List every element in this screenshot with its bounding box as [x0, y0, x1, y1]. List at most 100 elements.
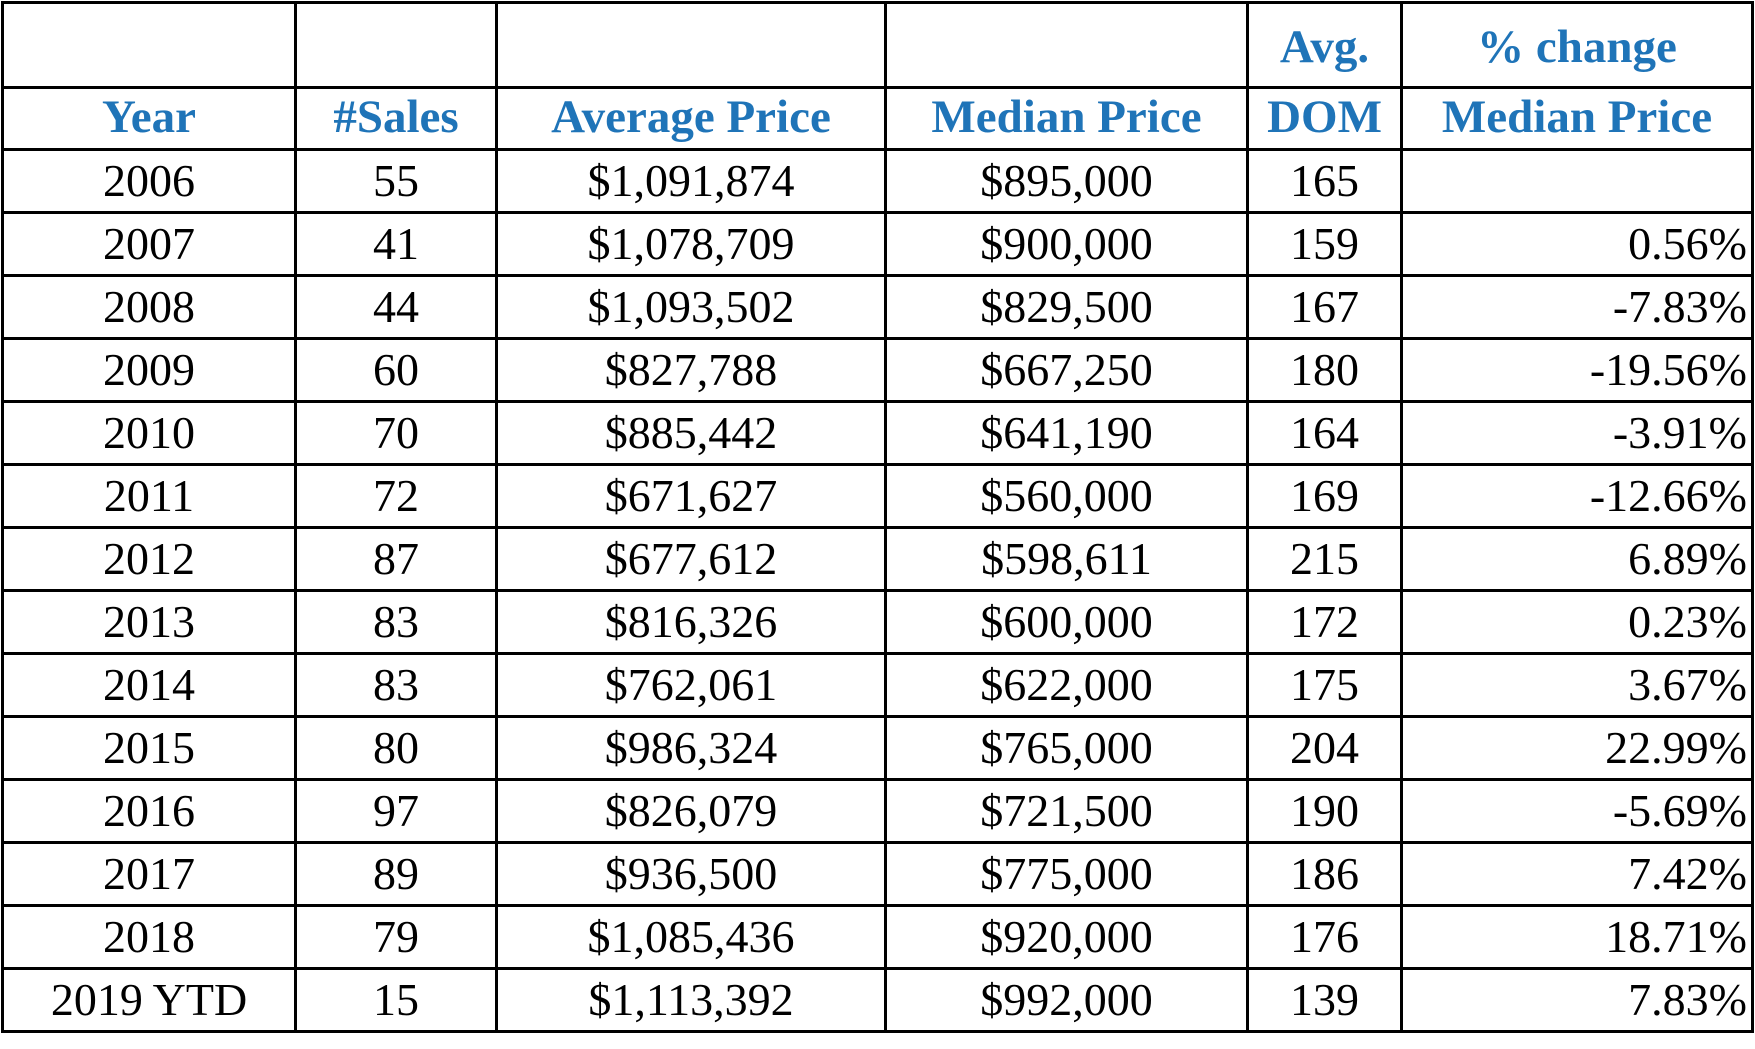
cell-year: 2006 — [1, 148, 297, 214]
table-row: 2017 89 $936,500 $775,000 186 7.42% — [1, 841, 1754, 907]
header-pct-change-top: % change — [1400, 1, 1754, 89]
cell-dom: 169 — [1246, 463, 1403, 529]
cell-year: 2011 — [1, 463, 297, 529]
cell-dom: 167 — [1246, 274, 1403, 340]
cell-pct-change: -7.83% — [1400, 274, 1754, 340]
header-sales: #Sales — [294, 86, 498, 151]
cell-median-price: $992,000 — [884, 967, 1249, 1033]
cell-sales: 87 — [294, 526, 498, 592]
table-row: 2006 55 $1,091,874 $895,000 165 — [1, 148, 1754, 214]
header-year-top — [1, 1, 297, 89]
cell-sales: 89 — [294, 841, 498, 907]
cell-average-price: $986,324 — [495, 715, 887, 781]
table-row: 2019 YTD 15 $1,113,392 $992,000 139 7.83% — [1, 967, 1754, 1033]
cell-pct-change: 0.23% — [1400, 589, 1754, 655]
cell-dom: 139 — [1246, 967, 1403, 1033]
table-row: 2007 41 $1,078,709 $900,000 159 0.56% — [1, 211, 1754, 277]
cell-year: 2008 — [1, 274, 297, 340]
cell-median-price: $900,000 — [884, 211, 1249, 277]
cell-median-price: $721,500 — [884, 778, 1249, 844]
cell-sales: 44 — [294, 274, 498, 340]
cell-sales: 80 — [294, 715, 498, 781]
cell-dom: 172 — [1246, 589, 1403, 655]
cell-median-price: $667,250 — [884, 337, 1249, 403]
cell-median-price: $775,000 — [884, 841, 1249, 907]
cell-average-price: $1,093,502 — [495, 274, 887, 340]
cell-average-price: $762,061 — [495, 652, 887, 718]
cell-year: 2017 — [1, 841, 297, 907]
cell-median-price: $598,611 — [884, 526, 1249, 592]
cell-sales: 55 — [294, 148, 498, 214]
cell-year: 2014 — [1, 652, 297, 718]
cell-year: 2007 — [1, 211, 297, 277]
cell-sales: 72 — [294, 463, 498, 529]
cell-sales: 83 — [294, 589, 498, 655]
cell-year: 2015 — [1, 715, 297, 781]
header-average-price: Average Price — [495, 86, 887, 151]
cell-pct-change: 7.42% — [1400, 841, 1754, 907]
cell-sales: 79 — [294, 904, 498, 970]
cell-dom: 165 — [1246, 148, 1403, 214]
header-row-top: Avg. % change — [1, 1, 1754, 89]
cell-pct-change: 3.67% — [1400, 652, 1754, 718]
cell-pct-change: -3.91% — [1400, 400, 1754, 466]
cell-pct-change: 0.56% — [1400, 211, 1754, 277]
table-row: 2015 80 $986,324 $765,000 204 22.99% — [1, 715, 1754, 781]
cell-year: 2013 — [1, 589, 297, 655]
cell-year: 2018 — [1, 904, 297, 970]
cell-average-price: $885,442 — [495, 400, 887, 466]
cell-average-price: $816,326 — [495, 589, 887, 655]
cell-pct-change: 18.71% — [1400, 904, 1754, 970]
header-year: Year — [1, 86, 297, 151]
cell-median-price: $829,500 — [884, 274, 1249, 340]
cell-sales: 60 — [294, 337, 498, 403]
cell-median-price: $600,000 — [884, 589, 1249, 655]
cell-dom: 215 — [1246, 526, 1403, 592]
header-sales-top — [294, 1, 498, 89]
table-row: 2009 60 $827,788 $667,250 180 -19.56% — [1, 337, 1754, 403]
cell-sales: 97 — [294, 778, 498, 844]
cell-sales: 83 — [294, 652, 498, 718]
header-row-bottom: Year #Sales Average Price Median Price D… — [1, 86, 1754, 151]
cell-year: 2010 — [1, 400, 297, 466]
table-row: 2011 72 $671,627 $560,000 169 -12.66% — [1, 463, 1754, 529]
cell-median-price: $895,000 — [884, 148, 1249, 214]
cell-dom: 190 — [1246, 778, 1403, 844]
cell-average-price: $1,113,392 — [495, 967, 887, 1033]
cell-year: 2012 — [1, 526, 297, 592]
cell-dom: 176 — [1246, 904, 1403, 970]
table-row: 2012 87 $677,612 $598,611 215 6.89% — [1, 526, 1754, 592]
cell-pct-change: 22.99% — [1400, 715, 1754, 781]
cell-average-price: $826,079 — [495, 778, 887, 844]
header-pct-change-median: Median Price — [1400, 86, 1754, 151]
cell-dom: 180 — [1246, 337, 1403, 403]
table-row: 2014 83 $762,061 $622,000 175 3.67% — [1, 652, 1754, 718]
header-dom: DOM — [1246, 86, 1403, 151]
cell-pct-change: -19.56% — [1400, 337, 1754, 403]
table-row: 2013 83 $816,326 $600,000 172 0.23% — [1, 589, 1754, 655]
cell-sales: 15 — [294, 967, 498, 1033]
cell-average-price: $1,091,874 — [495, 148, 887, 214]
cell-sales: 41 — [294, 211, 498, 277]
table-row: 2008 44 $1,093,502 $829,500 167 -7.83% — [1, 274, 1754, 340]
cell-median-price: $920,000 — [884, 904, 1249, 970]
cell-sales: 70 — [294, 400, 498, 466]
table-row: 2018 79 $1,085,436 $920,000 176 18.71% — [1, 904, 1754, 970]
cell-median-price: $622,000 — [884, 652, 1249, 718]
cell-average-price: $677,612 — [495, 526, 887, 592]
cell-average-price: $936,500 — [495, 841, 887, 907]
cell-year: 2019 YTD — [1, 967, 297, 1033]
cell-pct-change — [1400, 148, 1754, 214]
cell-pct-change: 7.83% — [1400, 967, 1754, 1033]
table-row: 2016 97 $826,079 $721,500 190 -5.69% — [1, 778, 1754, 844]
cell-average-price: $671,627 — [495, 463, 887, 529]
header-median-price-top — [884, 1, 1249, 89]
cell-median-price: $641,190 — [884, 400, 1249, 466]
cell-average-price: $1,085,436 — [495, 904, 887, 970]
cell-average-price: $827,788 — [495, 337, 887, 403]
cell-pct-change: -12.66% — [1400, 463, 1754, 529]
cell-pct-change: -5.69% — [1400, 778, 1754, 844]
header-avg-price-top — [495, 1, 887, 89]
cell-dom: 186 — [1246, 841, 1403, 907]
